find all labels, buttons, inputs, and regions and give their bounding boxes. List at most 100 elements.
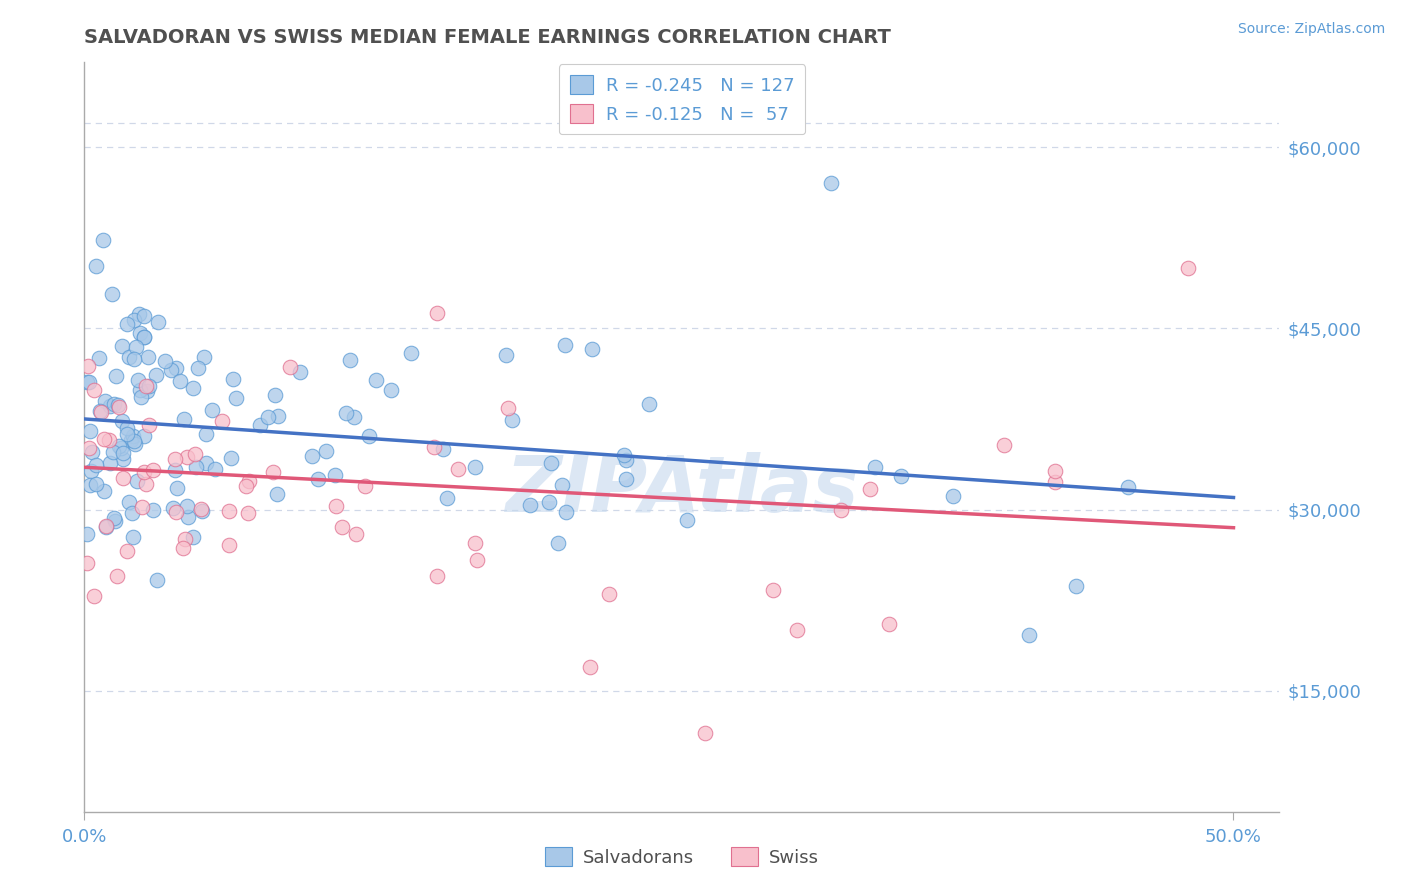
Point (96, 519, 118, 533)
Point (111, 471, 134, 485)
Point (142, 463, 165, 477)
Point (128, 307, 150, 321)
Point (121, 530, 143, 544)
Point (118, 495, 141, 509)
Point (225, 392, 247, 406)
Point (357, 429, 380, 443)
Point (90, 405, 112, 419)
Point (172, 541, 194, 555)
Point (638, 397, 661, 411)
Point (498, 401, 520, 416)
Point (519, 498, 541, 512)
Point (93, 483, 115, 498)
Point (111, 452, 134, 467)
Point (155, 354, 177, 368)
Point (184, 460, 207, 475)
Point (335, 406, 357, 420)
Point (859, 482, 882, 496)
Point (464, 535, 486, 549)
Point (115, 317, 138, 331)
Point (84, 458, 107, 473)
Point (135, 384, 157, 399)
Point (344, 526, 367, 541)
Point (145, 368, 167, 383)
Point (830, 503, 852, 517)
Point (426, 569, 449, 583)
Point (169, 374, 191, 388)
Text: SALVADORAN VS SWISS MEDIAN FEMALE EARNINGS CORRELATION CHART: SALVADORAN VS SWISS MEDIAN FEMALE EARNIN… (84, 28, 891, 47)
Point (339, 353, 361, 368)
Point (103, 397, 125, 411)
Point (993, 438, 1015, 452)
Point (110, 414, 132, 428)
Point (129, 326, 152, 340)
Point (101, 445, 124, 459)
Point (676, 513, 699, 527)
Point (432, 442, 454, 456)
Point (436, 491, 458, 505)
Point (135, 477, 157, 491)
Point (110, 441, 132, 455)
Point (547, 535, 569, 549)
Text: Source: ZipAtlas.com: Source: ZipAtlas.com (1237, 22, 1385, 37)
Point (315, 444, 337, 458)
Point (132, 465, 155, 479)
Point (136, 351, 159, 365)
Point (554, 337, 576, 351)
Point (89, 404, 111, 418)
Point (145, 573, 167, 587)
Point (80, 464, 103, 478)
Point (83, 384, 105, 398)
Point (877, 617, 900, 632)
Point (100, 287, 122, 301)
Point (262, 465, 284, 479)
Point (134, 330, 156, 344)
Point (79, 477, 101, 491)
Point (187, 361, 209, 376)
Point (93, 432, 115, 446)
Point (98, 433, 121, 447)
Point (330, 520, 353, 534)
Point (191, 504, 214, 518)
Point (87, 351, 110, 366)
Point (159, 363, 181, 377)
Point (354, 479, 377, 493)
Point (76, 375, 98, 389)
Point (464, 460, 486, 475)
Point (693, 726, 716, 740)
Point (125, 474, 148, 488)
Point (108, 400, 131, 414)
Point (195, 456, 218, 470)
Point (288, 365, 311, 379)
Point (181, 381, 204, 395)
Point (107, 399, 129, 413)
Point (176, 500, 198, 514)
Point (538, 495, 561, 509)
Point (1043, 475, 1066, 490)
Point (181, 530, 204, 544)
Point (1177, 260, 1199, 275)
Point (278, 359, 301, 374)
Point (121, 429, 143, 443)
Point (495, 349, 517, 363)
Point (236, 506, 259, 520)
Point (132, 429, 155, 443)
Point (173, 412, 195, 426)
Point (84, 476, 107, 491)
Point (193, 351, 215, 365)
Point (942, 489, 965, 503)
Point (863, 459, 886, 474)
Point (598, 587, 620, 601)
Point (786, 624, 808, 638)
Point (1064, 579, 1087, 593)
Point (122, 312, 145, 326)
Point (183, 447, 205, 461)
Point (94, 520, 117, 534)
Point (890, 468, 912, 483)
Point (1043, 465, 1066, 479)
Point (79, 424, 101, 438)
Point (447, 461, 470, 475)
Point (105, 569, 128, 583)
Point (108, 440, 131, 454)
Point (82, 445, 104, 459)
